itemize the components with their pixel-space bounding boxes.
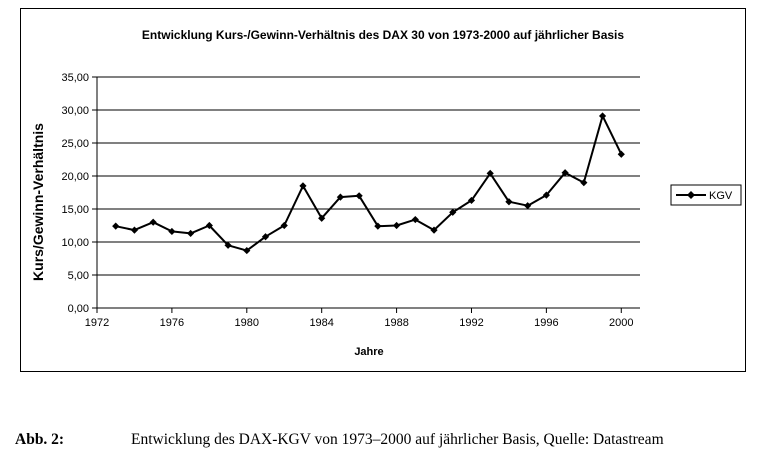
data-point	[318, 214, 326, 222]
x-tick-label: 1996	[534, 317, 558, 329]
chart-title: Entwicklung Kurs-/Gewinn-Verhältnis des …	[142, 28, 624, 42]
data-point	[524, 202, 532, 210]
data-point	[505, 198, 513, 206]
line-chart: Entwicklung Kurs-/Gewinn-Verhältnis des …	[30, 28, 742, 358]
data-point	[112, 222, 120, 230]
data-point	[598, 112, 607, 120]
data-point	[411, 215, 419, 224]
y-tick-label: 10,00	[61, 237, 89, 249]
data-point	[280, 221, 288, 230]
y-tick-label: 0,00	[68, 303, 89, 315]
x-tick-label: 2000	[609, 317, 633, 329]
x-tick-label: 1988	[384, 317, 408, 329]
data-point	[299, 182, 307, 190]
data-point	[355, 192, 363, 200]
data-point	[617, 150, 625, 158]
data-point	[205, 221, 213, 230]
data-point	[542, 191, 550, 199]
y-tick-label: 35,00	[61, 72, 89, 84]
data-point	[392, 221, 401, 230]
caption-label: Abb. 2:	[15, 431, 65, 448]
legend-label-kgv: KGV	[709, 190, 733, 202]
data-point	[130, 226, 139, 234]
legend: KGV	[670, 184, 742, 206]
chart-area: Entwicklung Kurs-/Gewinn-Verhältnis des …	[20, 8, 746, 372]
y-tick-label: 20,00	[61, 171, 89, 183]
data-point	[149, 218, 157, 226]
data-point	[187, 229, 195, 238]
y-tick-label: 15,00	[61, 204, 89, 216]
data-point	[336, 193, 345, 201]
y-axis-label: Kurs/Gewinn-Verhältnis	[30, 123, 46, 281]
legend-marker	[687, 191, 695, 199]
x-axis-label: Jahre	[354, 346, 383, 358]
x-tick-label: 1992	[459, 317, 483, 329]
data-point	[224, 241, 232, 249]
data-point	[374, 222, 382, 230]
y-tick-label: 25,00	[61, 138, 89, 150]
data-point	[449, 208, 457, 216]
data-point	[430, 226, 438, 234]
series-line-kgv	[115, 114, 623, 252]
x-tick-label: 1980	[235, 317, 259, 329]
y-tick-label: 30,00	[61, 105, 89, 117]
x-tick-label: 1972	[85, 317, 109, 329]
data-point	[467, 196, 476, 205]
y-tick-label: 5,00	[68, 270, 89, 282]
data-point	[486, 169, 494, 177]
x-tick-label: 1984	[309, 317, 333, 329]
data-point	[561, 169, 569, 177]
x-tick-label: 1976	[160, 317, 184, 329]
data-point	[580, 179, 588, 187]
data-point	[168, 227, 176, 236]
data-point	[243, 246, 251, 255]
caption-text: Entwicklung des DAX-KGV von 1973–2000 au…	[131, 431, 664, 448]
